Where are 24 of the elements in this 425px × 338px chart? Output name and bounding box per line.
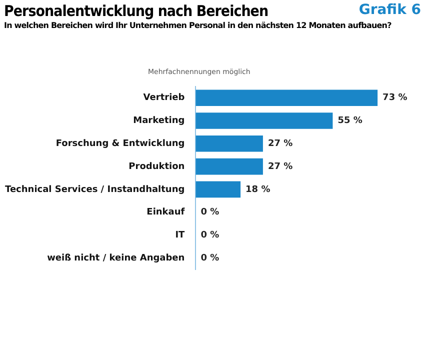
data-label: 0 %: [200, 230, 220, 241]
y-tick-label: Marketing: [133, 116, 185, 126]
data-label: 0 %: [200, 253, 220, 264]
y-tick-label: Technical Services / Instandhaltung: [4, 184, 185, 195]
bar: [196, 90, 378, 106]
data-label: 27 %: [268, 138, 293, 149]
bar: [196, 158, 263, 175]
bar: [196, 112, 333, 129]
y-tick-label: weiß nicht / keine Angaben: [47, 253, 185, 264]
bar: [196, 135, 263, 152]
data-label: 18 %: [246, 184, 270, 195]
data-label: 27 %: [268, 162, 293, 172]
y-tick-label: Forschung & Entwicklung: [56, 138, 185, 149]
chart-subtitle: In welchen Bereichen wird Ihr Unternehmen Personal in den nächsten 12 Monaten aufbauen?: [4, 21, 392, 30]
data-label: 73 %: [382, 93, 408, 104]
data-label: 55 %: [338, 116, 362, 126]
y-tick-label: Produktion: [128, 162, 185, 172]
bar: [196, 181, 241, 198]
y-tick-label: Einkauf: [146, 208, 185, 218]
y-tick-label: Vertrieb: [143, 93, 186, 104]
data-label: 0 %: [200, 208, 220, 218]
text: Grafik 6: [358, 2, 421, 18]
y-tick-label: IT: [175, 230, 186, 241]
chart-title: Personalentwicklung nach Bereichen: [4, 2, 268, 20]
